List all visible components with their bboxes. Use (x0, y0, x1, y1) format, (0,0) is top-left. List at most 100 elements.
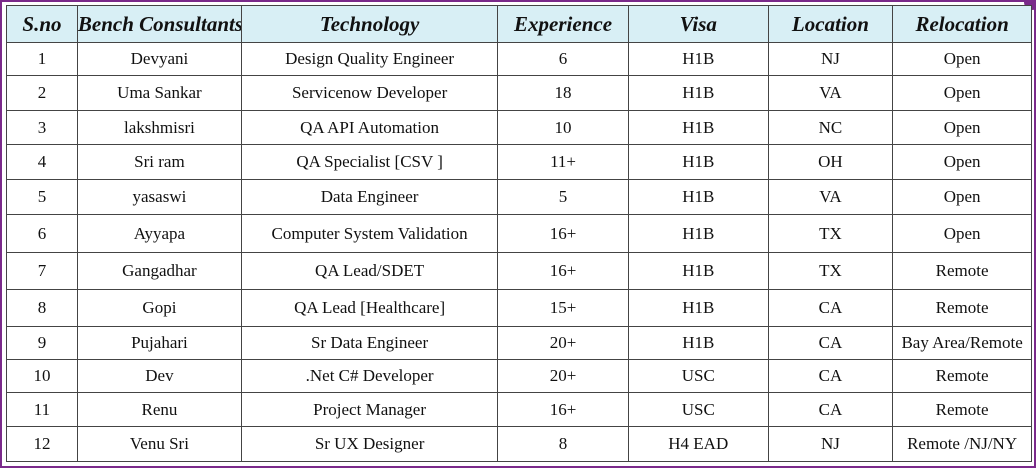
cell-sno: 7 (6, 252, 78, 290)
cell-visa: USC (627, 359, 769, 393)
cell-sno: 5 (6, 179, 78, 215)
cell-relocation: Remote (892, 252, 1032, 290)
header-bench-consultants: Bench Consultants (76, 5, 242, 43)
cell-technology: QA Lead [Healthcare] (240, 289, 499, 327)
cell-location: TX (767, 252, 894, 290)
table-row: 11 Renu Project Manager 16+ USC CA Remot… (6, 392, 1032, 427)
table-row: 12 Venu Sri Sr UX Designer 8 H4 EAD NJ R… (6, 426, 1032, 462)
cell-visa: H1B (627, 214, 769, 253)
cell-sno: 4 (6, 144, 78, 180)
consultants-table: S.no Bench Consultants Technology Experi… (6, 5, 1032, 462)
header-visa: Visa (627, 5, 769, 43)
cell-consultant: Devyani (76, 42, 242, 76)
cell-visa: H4 EAD (627, 426, 769, 462)
cell-relocation: Remote (892, 289, 1032, 327)
cell-location: CA (767, 326, 894, 360)
header-relocation: Relocation (892, 5, 1032, 43)
cell-visa: H1B (627, 42, 769, 76)
cell-relocation: Remote (892, 392, 1032, 427)
cell-sno: 8 (6, 289, 78, 327)
cell-experience: 16+ (497, 252, 629, 290)
cell-visa: USC (627, 392, 769, 427)
cell-relocation: Remote (892, 359, 1032, 393)
cell-sno: 2 (6, 75, 78, 111)
cell-sno: 9 (6, 326, 78, 360)
cell-consultant: Sri ram (76, 144, 242, 180)
cell-consultant: Gopi (76, 289, 242, 327)
cell-experience: 6 (497, 42, 629, 76)
table-row: 1 Devyani Design Quality Engineer 6 H1B … (6, 42, 1032, 76)
cell-technology: Servicenow Developer (240, 75, 499, 111)
cell-consultant: Dev (76, 359, 242, 393)
cell-experience: 16+ (497, 214, 629, 253)
cell-experience: 15+ (497, 289, 629, 327)
cell-location: CA (767, 392, 894, 427)
cell-relocation: Open (892, 144, 1032, 180)
header-technology: Technology (240, 5, 499, 43)
cell-visa: H1B (627, 75, 769, 111)
cell-sno: 11 (6, 392, 78, 427)
cell-technology: Project Manager (240, 392, 499, 427)
cell-consultant: yasaswi (76, 179, 242, 215)
cell-technology: Design Quality Engineer (240, 42, 499, 76)
cell-visa: H1B (627, 252, 769, 290)
header-sno: S.no (6, 5, 78, 43)
cell-experience: 20+ (497, 326, 629, 360)
cell-technology: Sr UX Designer (240, 426, 499, 462)
cell-relocation: Open (892, 179, 1032, 215)
cell-location: NJ (767, 42, 894, 76)
cell-consultant: Venu Sri (76, 426, 242, 462)
cell-consultant: Renu (76, 392, 242, 427)
cell-location: VA (767, 179, 894, 215)
cell-experience: 5 (497, 179, 629, 215)
cell-visa: H1B (627, 144, 769, 180)
cell-sno: 12 (6, 426, 78, 462)
cell-location: NC (767, 110, 894, 145)
cell-sno: 1 (6, 42, 78, 76)
cell-technology: Sr Data Engineer (240, 326, 499, 360)
cell-relocation: Open (892, 42, 1032, 76)
cell-consultant: lakshmisri (76, 110, 242, 145)
table-row: 5 yasaswi Data Engineer 5 H1B VA Open (6, 179, 1032, 215)
cell-relocation: Open (892, 110, 1032, 145)
cell-sno: 10 (6, 359, 78, 393)
cell-relocation: Remote /NJ/NY (892, 426, 1032, 462)
cell-relocation: Open (892, 75, 1032, 111)
cell-location: TX (767, 214, 894, 253)
cell-relocation: Bay Area/Remote (892, 326, 1032, 360)
cell-consultant: Pujahari (76, 326, 242, 360)
table-row: 6 Ayyapa Computer System Validation 16+ … (6, 214, 1032, 253)
cell-consultant: Ayyapa (76, 214, 242, 253)
cell-experience: 11+ (497, 144, 629, 180)
cell-consultant: Gangadhar (76, 252, 242, 290)
table-row: 2 Uma Sankar Servicenow Developer 18 H1B… (6, 75, 1032, 111)
cell-visa: H1B (627, 289, 769, 327)
cell-consultant: Uma Sankar (76, 75, 242, 111)
cell-location: OH (767, 144, 894, 180)
cell-experience: 16+ (497, 392, 629, 427)
cell-experience: 18 (497, 75, 629, 111)
cell-sno: 3 (6, 110, 78, 145)
table-row: 7 Gangadhar QA Lead/SDET 16+ H1B TX Remo… (6, 252, 1032, 290)
cell-technology: Data Engineer (240, 179, 499, 215)
cell-relocation: Open (892, 214, 1032, 253)
table-row: 4 Sri ram QA Specialist [CSV ] 11+ H1B O… (6, 144, 1032, 180)
header-location: Location (767, 5, 894, 43)
cell-location: CA (767, 359, 894, 393)
cell-location: CA (767, 289, 894, 327)
header-row: S.no Bench Consultants Technology Experi… (6, 5, 1032, 43)
cell-technology: QA Specialist [CSV ] (240, 144, 499, 180)
cell-experience: 20+ (497, 359, 629, 393)
table-row: 9 Pujahari Sr Data Engineer 20+ H1B CA B… (6, 326, 1032, 360)
table-row: 8 Gopi QA Lead [Healthcare] 15+ H1B CA R… (6, 289, 1032, 327)
cell-sno: 6 (6, 214, 78, 253)
cell-location: VA (767, 75, 894, 111)
cell-visa: H1B (627, 110, 769, 145)
header-experience: Experience (497, 5, 629, 43)
cell-visa: H1B (627, 326, 769, 360)
cell-visa: H1B (627, 179, 769, 215)
cell-technology: QA API Automation (240, 110, 499, 145)
table-row: 10 Dev .Net C# Developer 20+ USC CA Remo… (6, 359, 1032, 393)
cell-experience: 8 (497, 426, 629, 462)
cell-technology: QA Lead/SDET (240, 252, 499, 290)
